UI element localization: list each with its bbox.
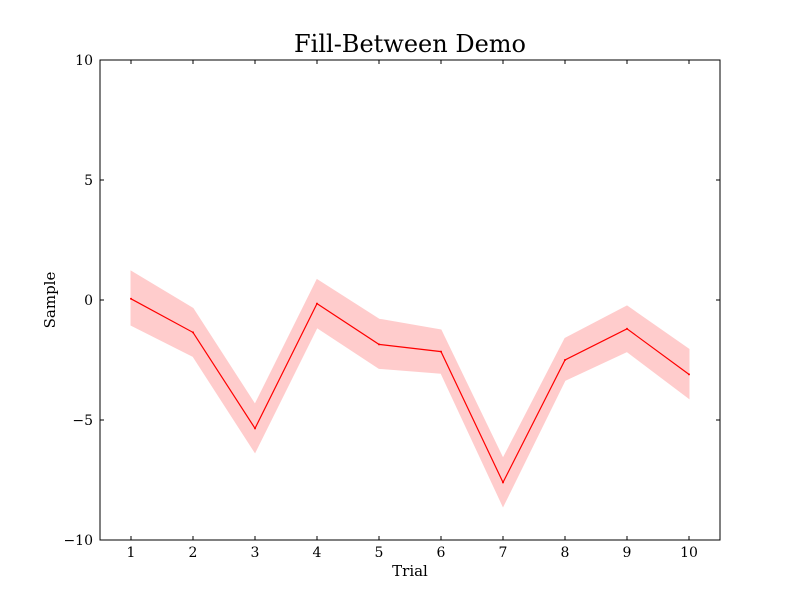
data-point xyxy=(564,359,566,361)
y-tick-label: 5 xyxy=(84,173,93,189)
x-tick-label: 10 xyxy=(680,545,698,561)
plot-area xyxy=(130,270,690,508)
y-tick-label: −10 xyxy=(63,533,93,549)
data-point xyxy=(254,427,256,430)
y-tick-label: 0 xyxy=(84,293,93,309)
y-axis-label: Sample xyxy=(41,272,59,329)
data-point xyxy=(130,297,132,300)
x-tick-label: 6 xyxy=(437,545,446,561)
tick-layer: 1 2 3 4 5 6 7 8 9 10 −10 −5 0 5 10 xyxy=(63,53,720,561)
x-tick-label: 3 xyxy=(251,545,260,561)
data-point xyxy=(440,350,442,353)
plot-frame xyxy=(99,59,721,541)
chart-title: Fill-Between Demo xyxy=(294,30,526,58)
y-tick-label: −5 xyxy=(72,413,93,429)
x-tick-label: 2 xyxy=(189,545,198,561)
x-axis-label: Trial xyxy=(392,562,428,580)
data-point xyxy=(688,373,690,376)
series-line xyxy=(130,298,690,484)
x-tick-label: 7 xyxy=(499,545,508,561)
y-tick-label: 10 xyxy=(75,53,93,69)
confidence-band xyxy=(130,270,690,508)
x-tick-label: 5 xyxy=(375,545,384,561)
x-tick-label: 1 xyxy=(127,545,136,561)
data-point xyxy=(378,343,380,346)
data-point xyxy=(192,331,194,334)
x-tick-label: 8 xyxy=(561,545,570,561)
data-point xyxy=(502,481,504,484)
x-tick-label: 4 xyxy=(313,545,322,561)
data-point xyxy=(316,302,318,305)
data-point xyxy=(626,327,628,330)
x-tick-label: 9 xyxy=(623,545,632,561)
